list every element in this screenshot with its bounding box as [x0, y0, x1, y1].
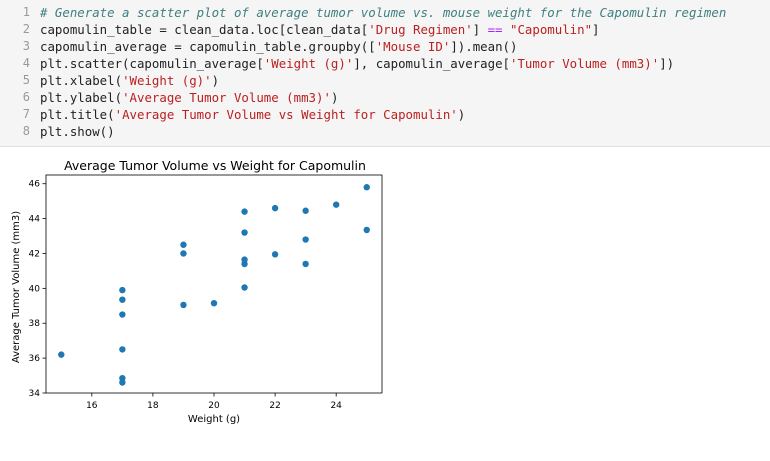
code-text: # Generate a scatter plot of average tum… [40, 4, 726, 21]
line-number: 6 [22, 90, 30, 104]
code-token: ] [472, 22, 488, 37]
x-axis-label: Weight (g) [188, 414, 240, 425]
code-token: 'Mouse ID' [375, 39, 451, 54]
cell-output: Average Tumor Volume vs Weight for Capom… [0, 146, 770, 457]
code-text: plt.ylabel('Average Tumor Volume (mm3)') [40, 89, 338, 106]
y-tick-label: 36 [29, 354, 41, 364]
code-token: ]).mean() [450, 39, 518, 54]
axis-ticks: 16 18 20 22 24 34 36 38 40 42 44 46 [29, 180, 343, 411]
code-token: plt.xlabel( [40, 73, 123, 88]
code-token: 'Weight (g)' [122, 73, 212, 88]
code-token: 'Average Tumor Volume vs Weight for Capo… [114, 107, 458, 122]
data-points [58, 184, 370, 386]
code-token: capomulin_table = clean_data.loc[clean_d… [40, 22, 369, 37]
scatter-point [271, 251, 279, 258]
code-text: plt.xlabel('Weight (g)') [40, 72, 219, 89]
code-line[interactable]: 3 capomulin_average = capomulin_table.gro… [0, 38, 770, 55]
scatter-point [241, 256, 248, 263]
scatter-point [241, 284, 248, 291]
code-text: plt.show() [40, 123, 115, 140]
code-token [503, 22, 510, 37]
scatter-chart: Average Tumor Volume vs Weight for Capom… [11, 158, 383, 425]
code-text: plt.scatter(capomulin_average['Weight (g… [40, 55, 674, 72]
code-text: capomulin_average = capomulin_table.grou… [40, 38, 517, 55]
code-token: 'Weight (g)' [263, 56, 354, 71]
code-text: plt.title('Average Tumor Volume vs Weigh… [40, 106, 465, 123]
x-tick-label: 18 [147, 401, 159, 411]
scatter-point [180, 250, 187, 257]
scatter-point [180, 241, 187, 248]
scatter-point [180, 301, 187, 309]
code-token: capomulin_average = capomulin_table.grou… [40, 39, 376, 54]
code-token: ], capomulin_average[ [353, 56, 510, 71]
code-line[interactable]: 6 plt.ylabel('Average Tumor Volume (mm3)'… [0, 89, 770, 106]
code-line[interactable]: 4 plt.scatter(capomulin_average['Weight (… [0, 55, 770, 72]
line-number: 2 [22, 22, 30, 36]
y-tick-label: 44 [29, 215, 41, 225]
scatter-point [302, 260, 309, 268]
code-line[interactable]: 8 plt.show() [0, 123, 770, 140]
y-tick-label: 40 [29, 284, 41, 294]
plot-frame [45, 174, 383, 394]
line-number: 5 [22, 73, 30, 87]
code-token: ] [592, 22, 600, 37]
scatter-point [119, 374, 126, 382]
y-tick-label: 46 [29, 180, 41, 190]
code-line[interactable]: 7 plt.title('Average Tumor Volume vs Weig… [0, 106, 770, 123]
scatter-point [119, 296, 126, 303]
code-token: # Generate a scatter plot of average tum… [40, 5, 727, 20]
code-token: ) [457, 107, 466, 122]
y-tick-label: 38 [29, 319, 41, 329]
line-number: 8 [22, 124, 30, 138]
y-tick-label: 42 [29, 249, 40, 259]
x-tick-label: 16 [86, 401, 98, 411]
line-number: 3 [22, 39, 30, 53]
scatter-point [119, 346, 126, 353]
scatter-point [241, 208, 248, 215]
scatter-point [241, 229, 248, 236]
y-axis-label: Average Tumor Volume (mm3) [11, 211, 22, 363]
chart-title: Average Tumor Volume vs Weight for Capom… [64, 158, 366, 173]
scatter-point [271, 204, 279, 212]
code-cell[interactable]: 1 # Generate a scatter plot of average tu… [0, 0, 770, 147]
line-number: 4 [22, 56, 30, 70]
code-token: 'Tumor Volume (mm3)' [509, 56, 660, 71]
y-tick-label: 34 [29, 389, 41, 399]
code-token: 'Drug Regimen' [368, 22, 473, 37]
code-token: ]) [659, 56, 675, 71]
scatter-point [302, 236, 309, 243]
code-token: "Capomulin" [509, 22, 593, 37]
code-token: plt.show() [40, 124, 115, 139]
code-token: ) [330, 90, 339, 105]
scatter-point [119, 286, 126, 294]
code-line[interactable]: 5 plt.xlabel('Weight (g)') [0, 72, 770, 89]
code-token: plt.ylabel( [40, 90, 123, 105]
code-token: 'Average Tumor Volume (mm3)' [122, 90, 331, 105]
scatter-point [332, 201, 340, 208]
x-tick-label: 20 [208, 401, 220, 411]
line-number: 7 [22, 107, 30, 121]
x-tick-label: 22 [269, 401, 280, 411]
code-line[interactable]: 1 # Generate a scatter plot of average tu… [0, 4, 770, 21]
scatter-point [58, 351, 65, 358]
scatter-point [302, 207, 309, 214]
code-text: capomulin_table = clean_data.loc[clean_d… [40, 21, 600, 38]
code-token: plt.title( [40, 107, 115, 122]
code-token: ) [211, 73, 220, 88]
scatter-point [210, 299, 218, 307]
scatter-point [363, 184, 370, 191]
code-token: plt.scatter(capomulin_average[ [40, 56, 264, 71]
scatter-point [119, 311, 126, 318]
x-tick-label: 24 [330, 401, 342, 411]
line-number: 1 [22, 5, 30, 19]
scatter-point [363, 226, 370, 234]
code-line[interactable]: 2 capomulin_table = clean_data.loc[clean_… [0, 21, 770, 38]
code-token: == [487, 22, 503, 37]
